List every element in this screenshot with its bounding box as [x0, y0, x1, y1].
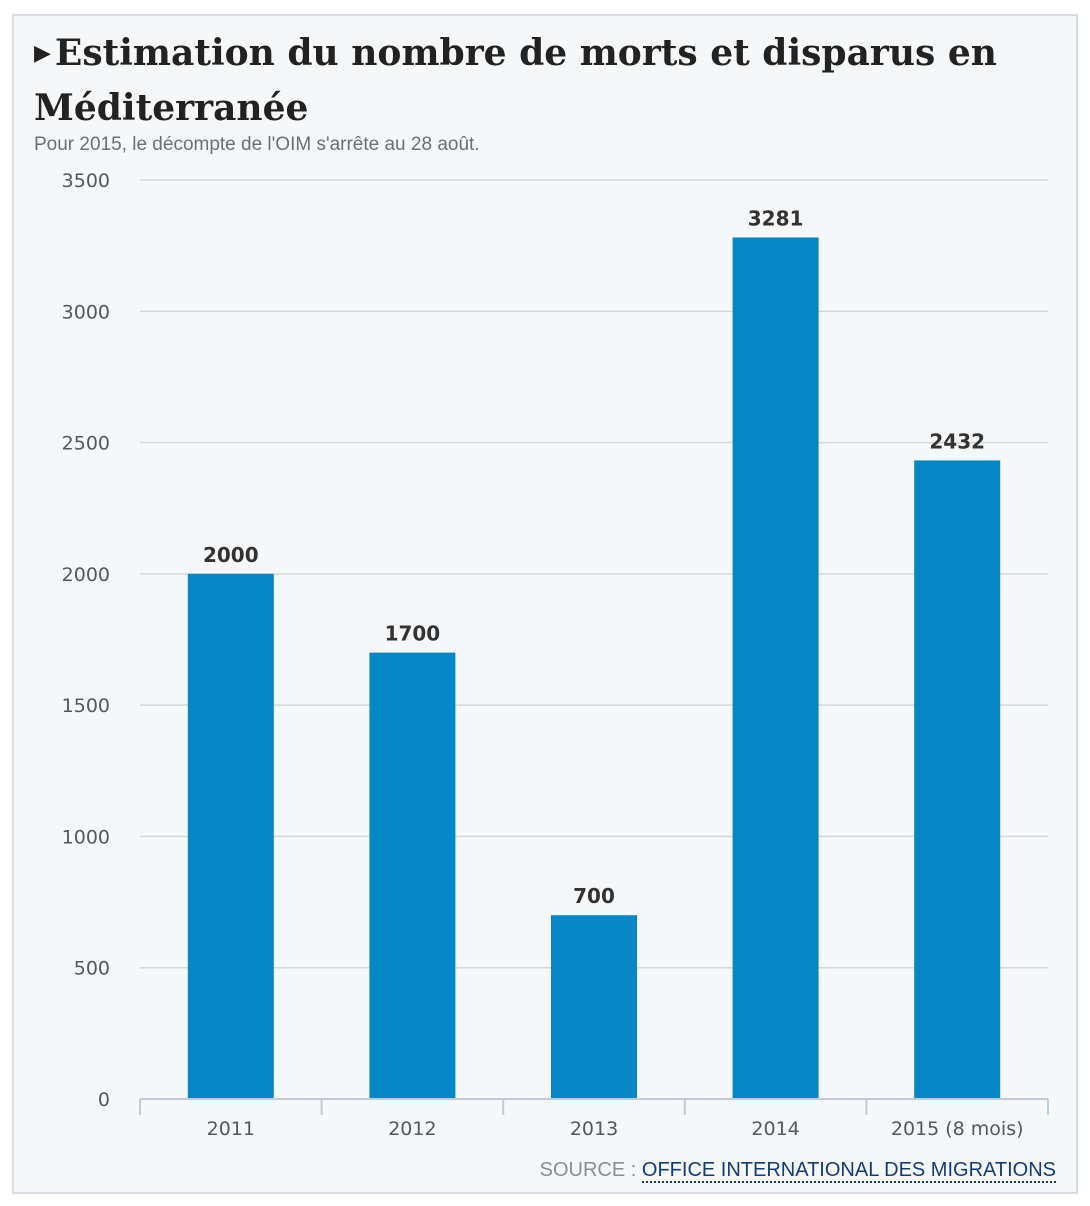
chart-subtitle: Pour 2015, le décompte de l'OIM s'arrête…	[34, 134, 480, 155]
data-label: 3281	[748, 207, 804, 231]
x-tick-label: 2015 (8 mois)	[891, 1118, 1024, 1140]
bar[interactable]	[914, 460, 1001, 1100]
x-tick-label: 2011	[207, 1118, 255, 1140]
bar[interactable]	[551, 915, 637, 1099]
x-tick-label: 2013	[570, 1118, 618, 1140]
source-link[interactable]: OFFICE INTERNATIONAL DES MIGRATIONS	[641, 1159, 1056, 1183]
source-label: SOURCE :	[539, 1159, 642, 1181]
bar[interactable]	[187, 573, 274, 1099]
source-line: SOURCE : OFFICE INTERNATIONAL DES MIGRAT…	[539, 1159, 1056, 1183]
chart-title-text: Estimation du nombre de morts et disparu…	[34, 32, 997, 129]
x-tick-label: 2014	[751, 1118, 799, 1140]
y-tick-label: 2000	[62, 564, 110, 586]
bar[interactable]	[369, 652, 456, 1099]
bar[interactable]	[732, 237, 819, 1099]
y-tick-label: 500	[74, 958, 110, 980]
data-label: 700	[573, 884, 615, 908]
y-tick-label: 3500	[62, 170, 110, 192]
y-tick-label: 2500	[62, 433, 110, 455]
y-tick-label: 0	[98, 1089, 110, 1111]
chart-card: ▶ Estimation du nombre de morts et dispar…	[12, 14, 1078, 1194]
bar-chart: 0 500 1000 1500 2000 2500 3000 3500 2000 2011 1700…	[62, 170, 1049, 1140]
x-tick-label: 2012	[388, 1118, 436, 1140]
data-label: 1700	[385, 622, 441, 646]
y-tick-label: 1000	[62, 826, 110, 848]
data-label: 2000	[203, 543, 259, 567]
chart-title: ▶ Estimation du nombre de morts et dispar…	[34, 28, 1054, 133]
y-tick-label: 3000	[62, 301, 110, 323]
play-triangle-icon: ▶	[34, 40, 51, 66]
data-label: 2432	[929, 429, 985, 453]
y-tick-label: 1500	[62, 695, 110, 717]
